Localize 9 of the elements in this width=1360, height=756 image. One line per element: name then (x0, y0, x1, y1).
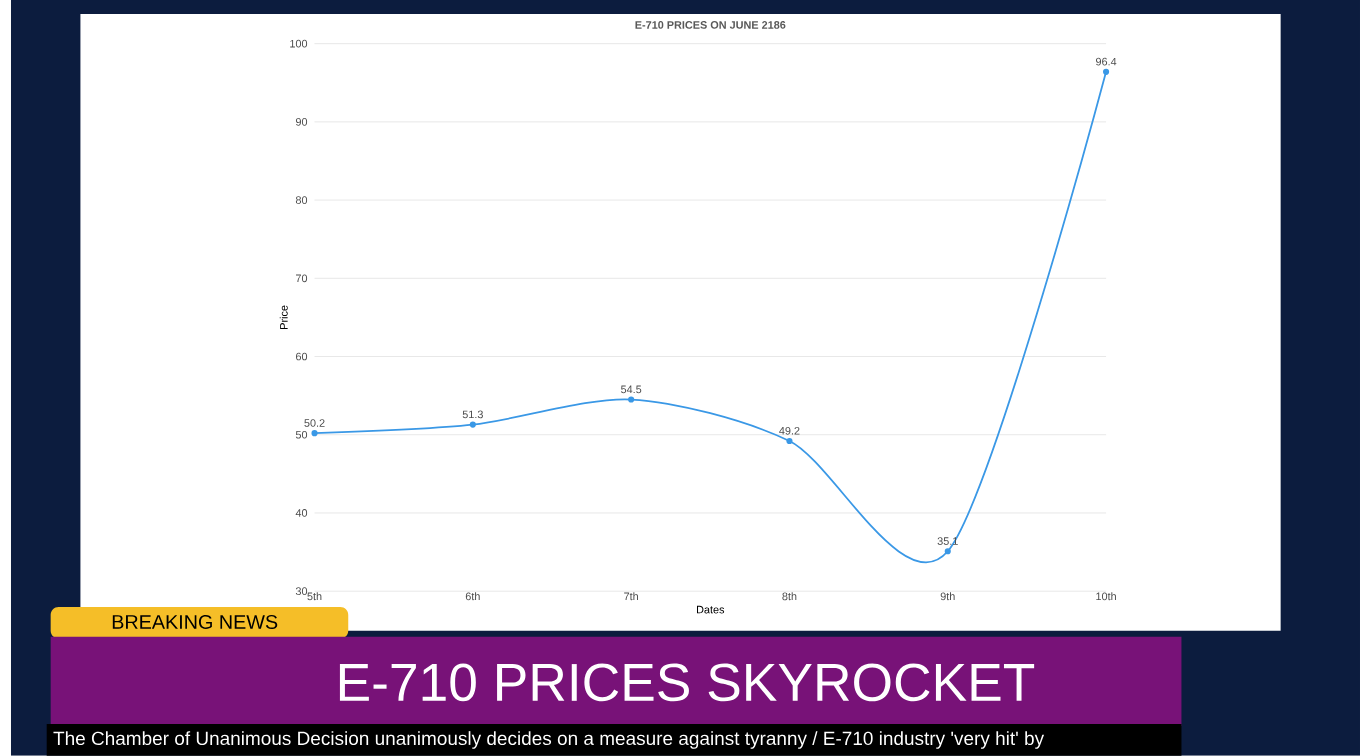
text: The Chamber of Unanimous Decision unanimously decides on a measure against tyranny / E-710 industry 'very hit' by (53, 731, 1045, 749)
point (628, 396, 635, 403)
text: BREAKING NEWS (112, 615, 278, 629)
point (786, 437, 793, 445)
point (311, 430, 318, 437)
point (944, 548, 951, 555)
text: E-710 PRICES SKYROCKET (339, 663, 1035, 702)
point (1102, 68, 1110, 75)
point (469, 421, 476, 428)
